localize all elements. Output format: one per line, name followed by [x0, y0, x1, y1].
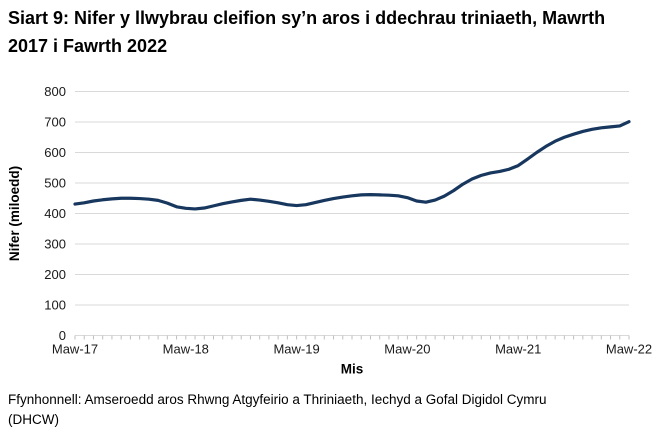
y-tick-label: 800: [44, 84, 66, 99]
x-tick-label: Maw-21: [495, 342, 541, 357]
y-tick-label: 400: [44, 206, 66, 221]
line-chart-svg: 0 100 200 300 400 500 600 700 800 Maw-17 Maw-18 Maw…: [7, 84, 652, 377]
y-tick-label: 200: [44, 267, 66, 282]
x-tick-label: Maw-17: [52, 342, 98, 357]
x-axis-title: Mis: [341, 362, 364, 377]
source-text: Ffynhonnell: Amseroedd aros Rhwng Atgyfe…: [8, 390, 656, 431]
data-line: [73, 120, 631, 211]
y-tick-label: 700: [44, 115, 66, 130]
source-line-2: (DHCW): [8, 412, 59, 428]
x-tick-label: Maw-20: [384, 342, 430, 357]
page-title: Siart 9: Nifer y llwybrau cleifion sy’n …: [8, 8, 606, 56]
y-tick-label: 600: [44, 145, 66, 160]
source-line-1: Ffynhonnell: Amseroedd aros Rhwng Atgyfe…: [8, 392, 547, 407]
x-tick-label: Maw-18: [163, 342, 209, 357]
y-tick-label: 0: [59, 328, 66, 343]
x-tick-label: Maw-22: [606, 342, 652, 357]
x-tick-label: Maw-19: [273, 342, 319, 357]
line-chart: 0 100 200 300 400 500 600 700 800 Maw-17 Maw-18 Maw…: [0, 83, 670, 386]
y-tick-label: 100: [44, 298, 66, 313]
y-tick-label: 300: [44, 237, 66, 252]
y-tick-label: 500: [44, 176, 66, 191]
y-axis-title: Nifer (miloedd): [7, 166, 22, 261]
